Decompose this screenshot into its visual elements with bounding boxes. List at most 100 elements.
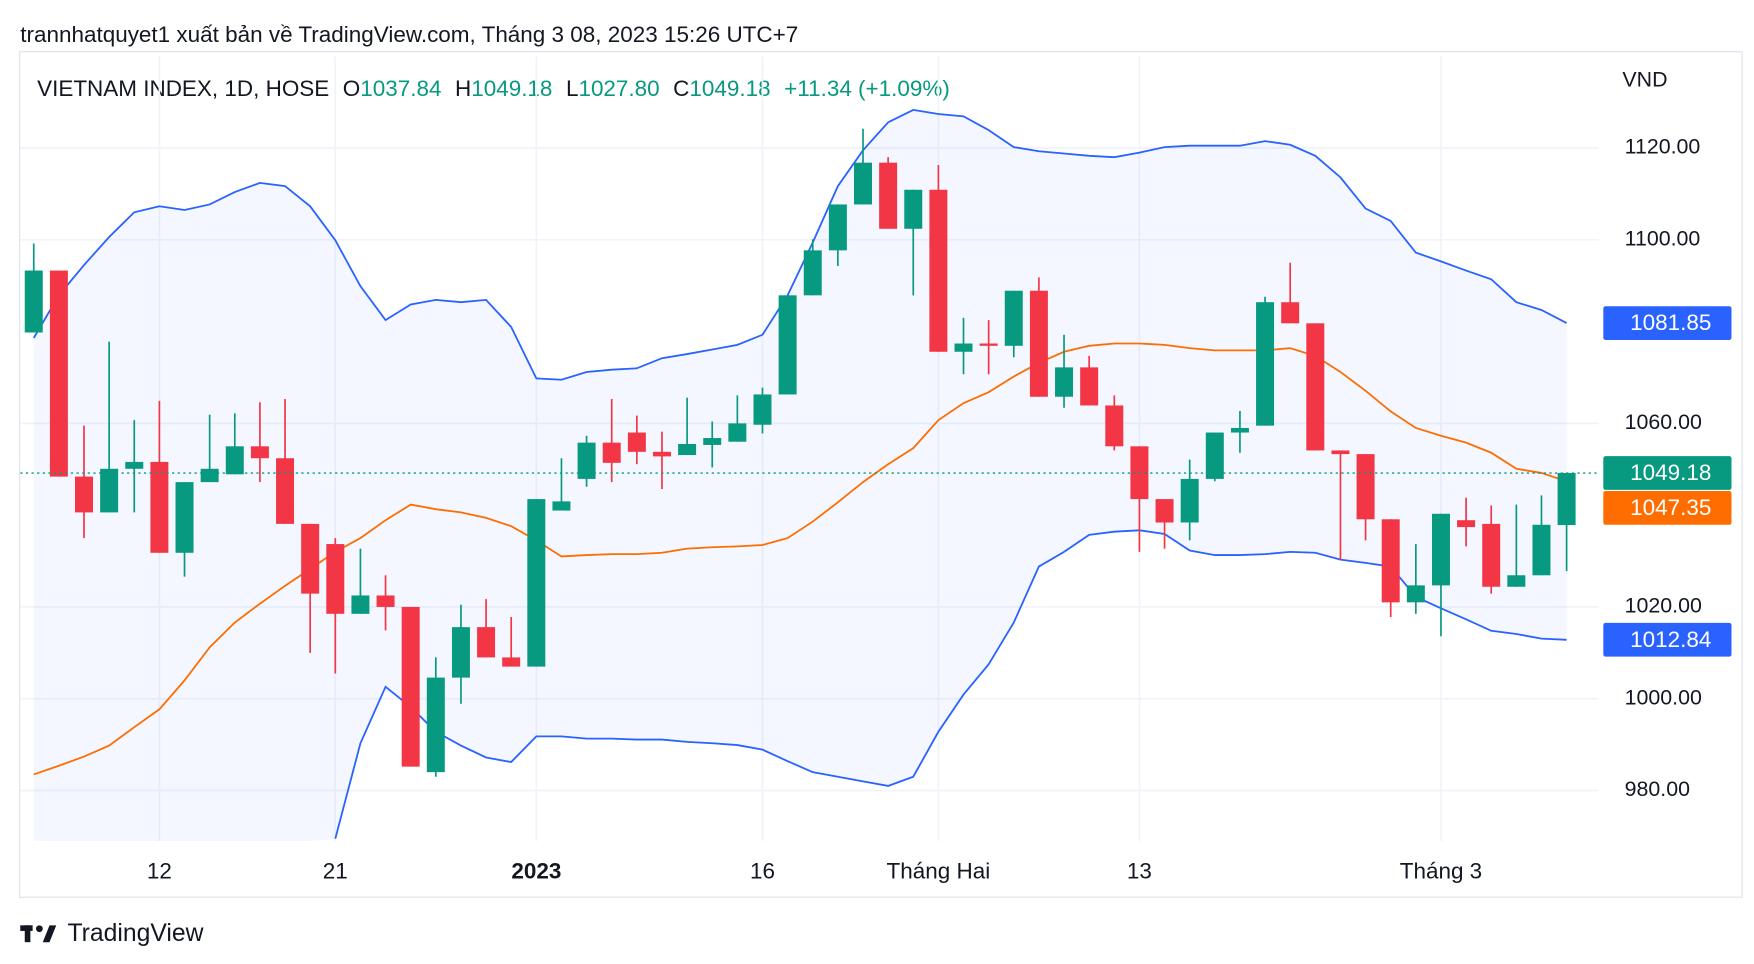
candle-body <box>1230 427 1249 433</box>
legend-key: O <box>343 76 360 101</box>
candle-body <box>401 606 420 767</box>
currency-label: VND <box>1622 68 1667 92</box>
x-tick-label: 13 <box>1127 858 1152 883</box>
candle-body <box>703 438 722 445</box>
candle-body <box>477 627 496 658</box>
candle-body <box>1507 575 1526 587</box>
x-tick-label: 16 <box>750 858 775 883</box>
price-tag-label: 1012.84 <box>1630 627 1711 652</box>
candle-body <box>175 482 194 553</box>
x-tick-label: Tháng Hai <box>887 858 991 883</box>
candle-body <box>1381 519 1400 603</box>
candle-body <box>326 544 345 614</box>
x-tick-label: Tháng 3 <box>1400 858 1482 883</box>
legend-symbol: VIETNAM INDEX, 1D, HOSE <box>37 76 329 101</box>
price-tag <box>1603 491 1732 525</box>
candle-body <box>527 499 546 667</box>
candle-body <box>678 444 697 456</box>
legend-value: 1049.18 <box>689 76 770 101</box>
plot-area <box>20 56 1599 841</box>
indicator-line <box>334 529 1567 839</box>
candle-body <box>150 461 169 553</box>
candle-body <box>879 162 898 229</box>
candle-body <box>1029 290 1048 397</box>
legend-key: L <box>566 76 579 101</box>
legend-value: 1049.18 <box>471 76 552 101</box>
candle-body <box>1306 323 1325 451</box>
candle-body <box>1055 367 1074 397</box>
candle-body <box>828 204 847 251</box>
candle-body <box>954 343 973 352</box>
candle-body <box>728 423 747 442</box>
price-tag-label: 1081.85 <box>1630 310 1711 335</box>
y-tick-label: 1000.00 <box>1625 685 1702 709</box>
y-tick-label: 1060.00 <box>1625 410 1702 434</box>
legend-key: C <box>673 76 689 101</box>
candle-body <box>1180 478 1199 523</box>
candle-body <box>627 432 646 452</box>
candle-body <box>351 595 370 614</box>
candle-body <box>301 523 320 594</box>
candle-body <box>1532 524 1551 576</box>
chart-frame <box>19 51 1743 898</box>
legend-change: +11.34 (+1.09%) <box>784 76 950 101</box>
candle-body <box>1205 432 1224 479</box>
candle-body <box>1406 585 1425 603</box>
candle-body <box>225 446 244 475</box>
candle-body <box>552 501 571 511</box>
candle-body <box>1105 405 1124 447</box>
brand-logo <box>20 925 57 943</box>
candle-body <box>602 442 621 463</box>
candle-body <box>1155 499 1174 523</box>
price-tag-label: 1047.35 <box>1630 495 1711 520</box>
brand-name: TradingView <box>67 920 203 947</box>
legend-value: 1037.84 <box>360 76 441 101</box>
price-tag <box>1603 456 1732 490</box>
price-tag-label: 1049.18 <box>1630 460 1711 485</box>
candle-body <box>577 442 596 479</box>
candle-body <box>1281 302 1300 324</box>
candle-body <box>250 446 269 459</box>
candle-body <box>854 162 872 205</box>
y-tick-label: 1120.00 <box>1625 135 1701 159</box>
candle-body <box>376 595 395 607</box>
candle-body <box>929 189 948 352</box>
candle-body <box>426 677 445 773</box>
candle-body <box>1004 290 1023 346</box>
x-tick-label: 21 <box>323 858 348 883</box>
axes: 980.00 1000.00 1020.00 1060.00 1100.00 1120.0… <box>147 135 1732 883</box>
candle-body <box>1331 450 1350 455</box>
symbol-legend: VIETNAM INDEX, 1D, HOSE O1037.84 H1049.18 L… <box>37 76 950 101</box>
candle-body <box>1557 473 1576 526</box>
candle-body <box>200 468 219 483</box>
candle-body <box>1482 523 1501 587</box>
candle-body <box>803 250 822 296</box>
y-tick-label: 1020.00 <box>1625 594 1702 618</box>
x-tick-label: 2023 <box>511 858 561 883</box>
legend-key: H <box>455 76 471 101</box>
price-tag <box>1603 622 1732 657</box>
y-tick-label: 980.00 <box>1625 777 1690 801</box>
candle-body <box>125 461 144 469</box>
candle-body <box>979 343 998 346</box>
candle-body <box>1457 520 1476 528</box>
candle-body <box>276 458 295 524</box>
candle-body <box>1080 367 1099 406</box>
indicator-line <box>32 108 1568 381</box>
candle-body <box>75 476 94 513</box>
candle-body <box>1431 513 1450 586</box>
candle-body <box>778 295 797 395</box>
candle-body <box>1256 302 1275 426</box>
candle-body <box>753 394 772 425</box>
price-tag <box>1603 306 1732 340</box>
candle-body <box>451 627 470 678</box>
candle-body <box>100 468 119 513</box>
candle-body <box>904 189 923 229</box>
y-tick-label: 1100.00 <box>1625 226 1701 250</box>
candle-body <box>49 270 68 477</box>
x-tick-label: 12 <box>147 858 172 883</box>
publish-info: trannhatquyet1 xuất bản về TradingView.c… <box>20 22 798 47</box>
band-fill <box>33 109 1567 841</box>
candle-body <box>502 657 521 667</box>
